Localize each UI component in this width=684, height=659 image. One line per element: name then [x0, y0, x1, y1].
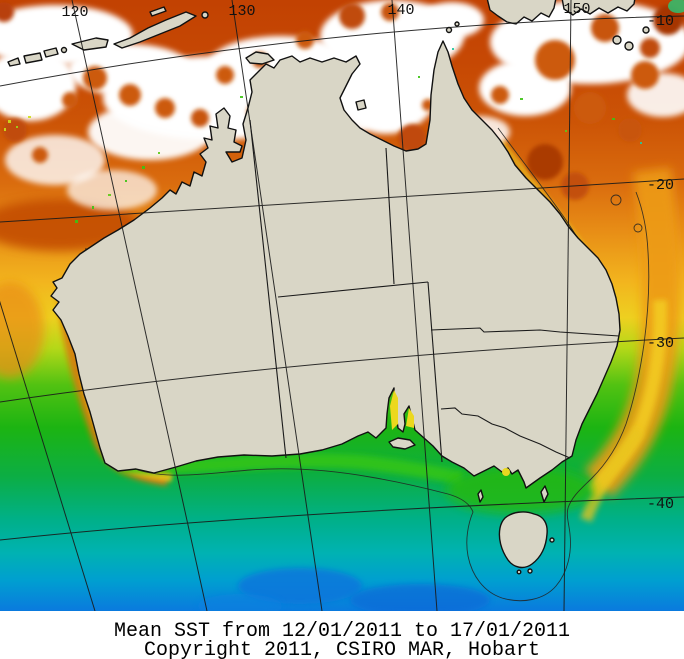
king-island [477, 489, 484, 503]
border-qld-nsw [430, 327, 620, 337]
caption: Mean SST from 12/01/2011 to 17/01/2011 C… [114, 620, 570, 659]
lat-label-minus-40: -40 [647, 496, 674, 513]
tasmania [498, 511, 548, 569]
border-nt-sa [277, 281, 429, 298]
lon-label-130: 130 [228, 3, 255, 20]
lat-label-minus-10: -10 [647, 13, 674, 30]
border-nsw-vic-murray [440, 407, 571, 459]
graticule-labels: 120 130 140 150 -10 -20 -30 -40 [61, 1, 674, 513]
kangaroo-island [388, 437, 416, 450]
new-guinea-coast [486, 0, 557, 25]
meridian-150e [563, 0, 572, 611]
parallel-30s [0, 337, 684, 403]
parallel-40s [0, 496, 684, 541]
timor-island [113, 11, 197, 49]
lat-label-minus-20: -20 [647, 177, 674, 194]
border-wa [249, 119, 287, 459]
meridian-130e [231, 0, 323, 611]
meridian-140e [391, 0, 438, 611]
lon-label-150: 150 [563, 1, 590, 18]
caption-title: Mean SST from 12/01/2011 to 17/01/2011 [114, 620, 570, 643]
sunda-islands [7, 57, 21, 67]
speckle-noise [4, 0, 684, 223]
new-guinea-coast-east [561, 0, 636, 16]
lon-label-120: 120 [61, 4, 88, 21]
caption-copyright: Copyright 2011, CSIRO MAR, Hobart [144, 639, 540, 659]
lat-label-minus-30: -30 [647, 335, 674, 352]
australia-landmass [50, 40, 621, 489]
tiwi-islands [245, 51, 275, 65]
flinders-island [540, 485, 549, 503]
lon-label-140: 140 [387, 2, 414, 19]
meridian-120e [71, 0, 208, 611]
border-sa-qld-nsw-vic [427, 281, 443, 463]
map-area: 120 130 140 150 -10 -20 -30 -40 [0, 0, 684, 611]
state-borders [249, 119, 620, 463]
meridian-110e [0, 300, 96, 611]
aru-islands [612, 35, 622, 45]
parallel-10s [0, 15, 684, 87]
landmasses [7, 0, 650, 575]
gulf-warm-water [390, 390, 510, 476]
border-nt-qld [385, 147, 395, 285]
